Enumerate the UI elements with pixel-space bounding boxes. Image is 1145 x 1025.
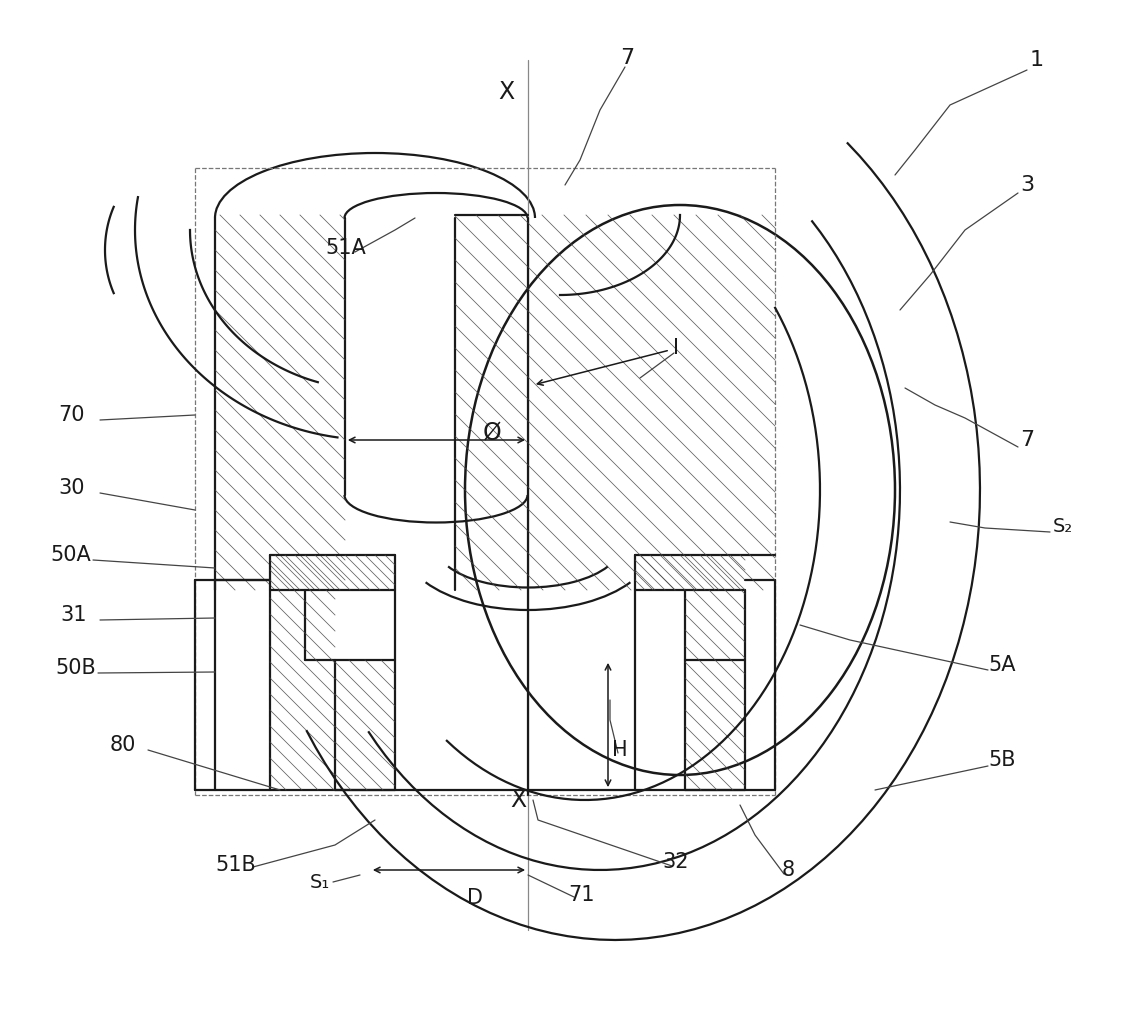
Text: 5A: 5A — [988, 655, 1016, 675]
Text: 51A: 51A — [325, 238, 365, 258]
Text: X: X — [498, 80, 514, 104]
Text: 51B: 51B — [215, 855, 255, 875]
Text: 50B: 50B — [55, 658, 96, 678]
Text: X: X — [510, 788, 526, 812]
Text: 5B: 5B — [988, 750, 1016, 770]
Text: 30: 30 — [58, 478, 85, 498]
Text: 80: 80 — [110, 735, 136, 755]
Text: S₂: S₂ — [1053, 518, 1073, 536]
Text: 50A: 50A — [50, 545, 90, 565]
Text: Ø: Ø — [483, 420, 502, 444]
Text: S₁: S₁ — [310, 872, 330, 892]
Text: 70: 70 — [58, 405, 85, 425]
Text: 32: 32 — [662, 852, 688, 872]
Text: 7: 7 — [619, 48, 634, 68]
Text: 31: 31 — [60, 605, 87, 625]
Text: H: H — [611, 740, 627, 760]
Text: 3: 3 — [1020, 175, 1034, 195]
Text: D: D — [467, 888, 483, 908]
Text: 71: 71 — [568, 885, 594, 905]
Text: 7: 7 — [1020, 430, 1034, 450]
Text: I: I — [673, 338, 679, 358]
Text: 1: 1 — [1030, 50, 1044, 70]
Text: 8: 8 — [782, 860, 795, 880]
